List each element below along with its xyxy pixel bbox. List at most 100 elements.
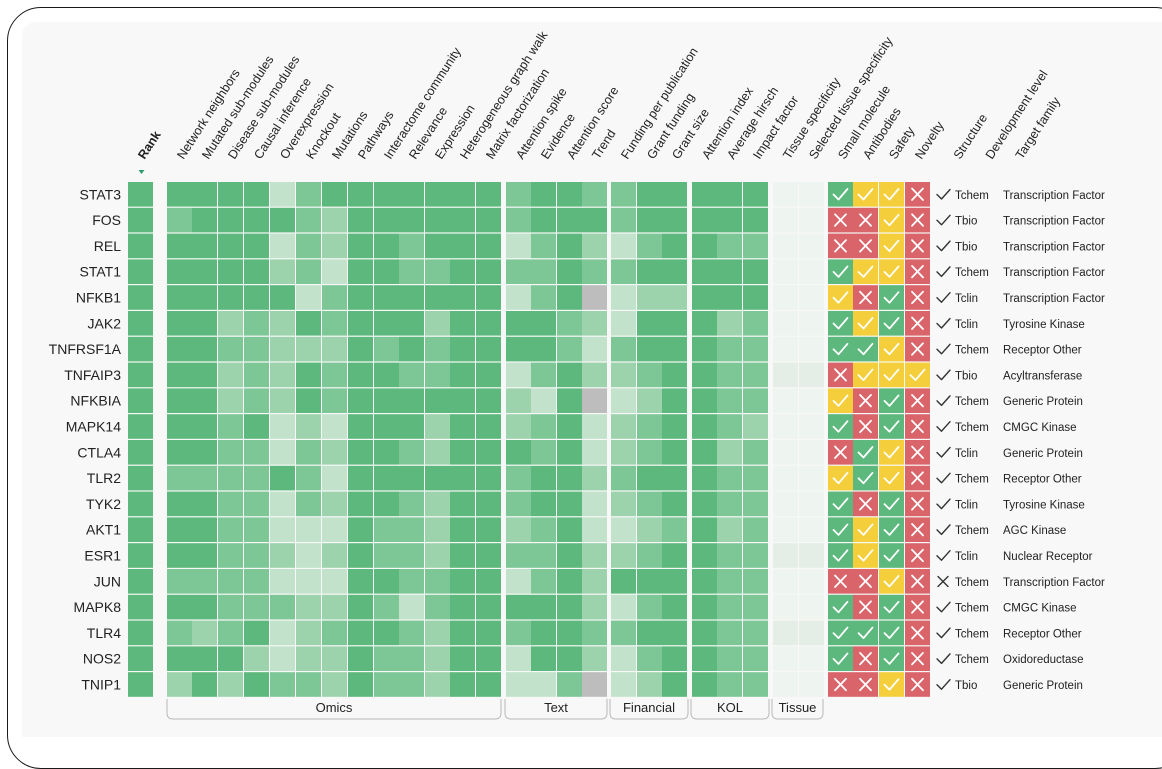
heatmap-cell <box>270 233 295 259</box>
row-label-tlr2[interactable]: TLR2 <box>87 470 121 486</box>
heatmap-cell <box>348 594 373 620</box>
heatmap-cell <box>743 311 768 336</box>
cross-icon <box>911 548 924 563</box>
heatmap-cell <box>218 182 243 207</box>
heatmap-cell <box>322 569 347 594</box>
heatmap-cell <box>218 414 243 439</box>
heatmap-cell <box>128 233 153 259</box>
heatmap-cell <box>531 285 556 310</box>
cross-icon <box>859 497 872 511</box>
row-label-tlr4[interactable]: TLR4 <box>87 625 121 641</box>
group-label-tissue: Tissue <box>779 700 817 715</box>
row-label-mapk14[interactable]: MAPK14 <box>66 419 121 435</box>
heatmap-cell <box>128 465 153 491</box>
flag-cell-small-molecule <box>828 336 853 362</box>
structure-check-icon <box>936 188 951 200</box>
heatmap-cell <box>717 465 742 491</box>
heatmap-cell <box>322 259 347 284</box>
heatmap-cell <box>531 440 556 465</box>
row-label-stat3[interactable]: STAT3 <box>80 186 122 202</box>
target-family: CMGC Kinase <box>1003 422 1077 434</box>
heatmap-cell <box>399 440 424 465</box>
heatmap-cell <box>425 646 450 671</box>
heatmap-cell <box>296 233 321 259</box>
heatmap-cell <box>450 285 475 310</box>
heatmap-cell <box>773 543 798 568</box>
row-label-mapk8[interactable]: MAPK8 <box>74 599 122 615</box>
row-label-esr1[interactable]: ESR1 <box>84 548 121 564</box>
row-label-nfkbia[interactable]: NFKBIA <box>70 393 121 409</box>
row-label-jak2[interactable]: JAK2 <box>88 315 122 331</box>
cross-icon <box>911 419 924 434</box>
heatmap-cell <box>348 388 373 413</box>
heatmap-cell <box>582 182 607 207</box>
heatmap-cell <box>218 465 243 491</box>
row-label-tnfrsf1a[interactable]: TNFRSF1A <box>49 341 122 357</box>
heatmap-cell <box>531 362 556 388</box>
heatmap-cell <box>296 543 321 568</box>
heatmap-cell <box>692 182 717 207</box>
check-icon <box>883 188 900 201</box>
heatmap-cell <box>531 646 556 671</box>
row-label-ctla4[interactable]: CTLA4 <box>77 444 121 460</box>
cross-icon <box>911 574 924 588</box>
cross-icon <box>859 239 872 253</box>
heatmap-cell <box>450 491 475 517</box>
heatmap-cell <box>476 672 501 697</box>
heatmap-cell <box>743 465 768 491</box>
row-label-nos2[interactable]: NOS2 <box>83 651 121 667</box>
cross-icon <box>859 394 872 408</box>
heatmap-cell <box>128 362 153 388</box>
heatmap-cell <box>348 543 373 568</box>
heatmap-cell <box>506 543 531 568</box>
heatmap-cell <box>773 440 798 465</box>
row-label-tyk2[interactable]: TYK2 <box>86 496 121 512</box>
check-icon <box>857 523 874 536</box>
heatmap-cell <box>611 311 636 336</box>
row-label-nfkb1[interactable]: NFKB1 <box>76 290 121 306</box>
row-label-jun[interactable]: JUN <box>94 573 121 589</box>
heatmap-cell <box>799 543 824 568</box>
heatmap-cell <box>348 517 373 542</box>
heatmap-cell <box>450 569 475 594</box>
heatmap-cell <box>270 207 295 233</box>
heatmap-cell <box>244 646 269 671</box>
flag-cell-antibodies <box>853 311 878 336</box>
cross-icon <box>859 574 872 588</box>
row-label-rel[interactable]: REL <box>94 238 121 254</box>
heatmap-cell <box>773 620 798 646</box>
heatmap-cell <box>450 646 475 671</box>
heatmap-cell <box>270 569 295 594</box>
cross-icon <box>911 471 924 485</box>
development-level: Tchem <box>955 422 989 434</box>
heatmap-cell <box>167 620 192 646</box>
heatmap-cell <box>743 233 768 259</box>
heatmap-cell <box>128 285 153 310</box>
row-label-tnip1[interactable]: TNIP1 <box>81 677 121 693</box>
heatmap-cell <box>773 207 798 233</box>
heatmap-cell <box>531 233 556 259</box>
row-label-stat1[interactable]: STAT1 <box>80 264 122 280</box>
heatmap-cell <box>506 362 531 388</box>
heatmap-cell <box>799 440 824 465</box>
heatmap-cell <box>637 362 662 388</box>
flag-cell-safety <box>879 646 904 671</box>
cross-icon <box>911 394 924 408</box>
heatmap-cell <box>717 543 742 568</box>
heatmap-cell <box>662 233 687 259</box>
row-label-fos[interactable]: FOS <box>92 212 121 228</box>
structure-check-icon <box>936 653 951 665</box>
group-label-text: Text <box>544 700 568 715</box>
heatmap-cell <box>476 207 501 233</box>
heatmap-cell <box>611 207 636 233</box>
sort-descending-icon[interactable] <box>138 170 145 174</box>
target-family: Transcription Factor <box>1003 267 1105 279</box>
row-label-akt1[interactable]: AKT1 <box>86 522 121 538</box>
column-label-rank[interactable]: Rank <box>135 128 163 161</box>
row-label-tnfaip3[interactable]: TNFAIP3 <box>64 367 121 383</box>
heatmap-cell <box>425 440 450 465</box>
heatmap-cell <box>348 233 373 259</box>
heatmap-cell <box>582 672 607 697</box>
heatmap-cell <box>399 259 424 284</box>
heatmap-cell <box>773 672 798 697</box>
